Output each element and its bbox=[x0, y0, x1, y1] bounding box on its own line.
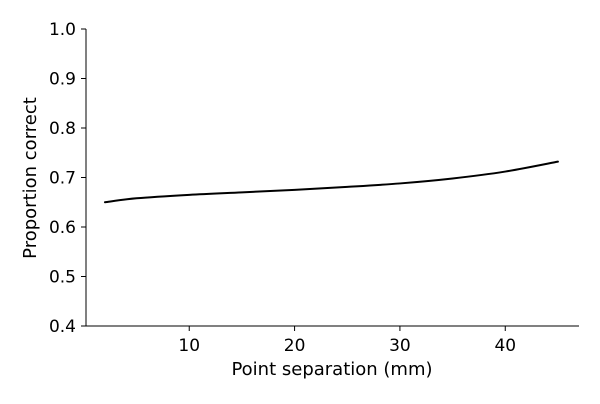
y-tick-label: 0.6 bbox=[49, 218, 76, 238]
x-axis-label: Point separation (mm) bbox=[231, 359, 432, 380]
y-tick-label: 0.7 bbox=[49, 169, 76, 189]
y-tick-label: 1.0 bbox=[49, 20, 76, 40]
series-line-0 bbox=[103, 160, 559, 204]
y-axis: 0.4 0.5 0.6 0.7 0.8 0.9 1.0 bbox=[49, 20, 87, 337]
y-tick-label: 0.4 bbox=[49, 317, 76, 337]
series-group bbox=[103, 160, 559, 204]
y-tick-label: 0.9 bbox=[49, 70, 76, 90]
x-tick-label: 40 bbox=[494, 336, 516, 356]
y-tick-label: 0.8 bbox=[49, 119, 76, 139]
x-axis: 10 20 30 40 bbox=[86, 325, 579, 356]
x-tick-label: 20 bbox=[284, 336, 306, 356]
y-axis-label: Proportion correct bbox=[20, 97, 41, 259]
x-tick-label: 10 bbox=[178, 336, 200, 356]
x-tick-label: 30 bbox=[389, 336, 411, 356]
y-tick-label: 0.5 bbox=[49, 268, 76, 288]
